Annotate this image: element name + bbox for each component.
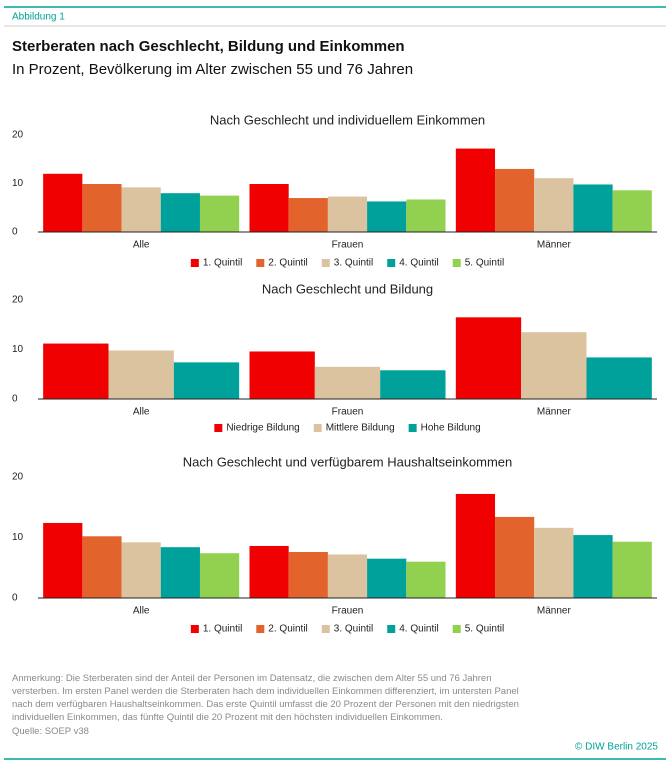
bar — [380, 370, 446, 399]
legend-swatch — [190, 625, 199, 633]
bar — [199, 195, 240, 232]
legend-swatch — [256, 625, 265, 633]
panel-title: Nach Geschlecht und individuellem Einkom… — [210, 112, 485, 127]
legend-label: Mittlere Bildung — [326, 423, 395, 434]
bar — [612, 541, 652, 598]
bar — [521, 332, 587, 399]
legend-swatch — [190, 259, 199, 267]
x-tick-label: Alle — [133, 240, 150, 251]
x-tick-label: Männer — [537, 240, 572, 251]
bar — [534, 527, 574, 598]
figure-label: Abbildung 1 — [12, 12, 65, 23]
bar — [455, 493, 496, 598]
figure-subtitle: In Prozent, Bevölkerung im Alter zwische… — [12, 61, 413, 78]
source: Quelle: SOEP v38 — [12, 726, 89, 737]
bar — [121, 187, 161, 232]
bar — [455, 317, 522, 399]
legend-label: 5. Quintil — [465, 624, 504, 635]
bar — [43, 522, 83, 598]
bar — [327, 196, 368, 232]
legend-swatch — [214, 424, 223, 432]
legend-swatch — [313, 424, 322, 432]
figure-title: Sterberaten nach Geschlecht, Bildung und… — [12, 38, 405, 55]
bar — [43, 343, 109, 399]
y-tick-label: 20 — [12, 472, 24, 483]
legend-label: 3. Quintil — [334, 624, 373, 635]
legend-swatch — [387, 259, 396, 267]
y-tick-label: 0 — [12, 394, 18, 405]
bar — [173, 362, 240, 399]
bar — [160, 547, 200, 598]
legend-label: 2. Quintil — [268, 624, 307, 635]
panel-title: Nach Geschlecht und Bildung — [262, 281, 433, 296]
x-tick-label: Frauen — [332, 240, 364, 251]
legend-label: 5. Quintil — [465, 258, 504, 269]
bar — [82, 536, 122, 598]
legend-swatch — [387, 625, 396, 633]
bar — [367, 201, 407, 232]
bar — [495, 516, 535, 598]
bar — [573, 184, 613, 232]
legend-label: 1. Quintil — [203, 624, 242, 635]
bar — [82, 183, 122, 232]
legend-swatch — [321, 259, 330, 267]
bar — [367, 558, 407, 598]
bar — [160, 193, 200, 232]
y-tick-label: 10 — [12, 532, 24, 543]
bar — [534, 178, 574, 232]
bar — [406, 199, 446, 232]
y-tick-label: 10 — [12, 178, 24, 189]
y-tick-label: 20 — [12, 295, 24, 306]
legend-label: 2. Quintil — [268, 258, 307, 269]
bar — [586, 357, 652, 399]
x-tick-label: Männer — [537, 606, 572, 617]
bar — [573, 535, 613, 598]
y-tick-label: 0 — [12, 593, 18, 604]
x-tick-label: Frauen — [332, 407, 364, 418]
bar — [199, 553, 240, 598]
bar — [121, 542, 161, 598]
bar — [314, 366, 381, 399]
legend-swatch — [256, 259, 265, 267]
bar — [455, 148, 496, 232]
bar — [249, 545, 289, 598]
legend-swatch — [452, 625, 461, 633]
legend-swatch — [408, 424, 417, 432]
legend-swatch — [321, 625, 330, 633]
legend-label: Hohe Bildung — [421, 423, 481, 434]
bar — [43, 173, 83, 232]
bar — [108, 350, 174, 399]
x-tick-label: Frauen — [332, 606, 364, 617]
x-tick-label: Männer — [537, 407, 572, 418]
legend-label: Niedrige Bildung — [226, 423, 299, 434]
legend-label: 4. Quintil — [399, 258, 438, 269]
panel-title: Nach Geschlecht und verfügbarem Haushalt… — [183, 454, 513, 469]
legend-label: 1. Quintil — [203, 258, 242, 269]
y-tick-label: 20 — [12, 130, 24, 141]
y-tick-label: 10 — [12, 344, 24, 355]
bar — [495, 168, 535, 232]
legend-label: 3. Quintil — [334, 258, 373, 269]
bar — [249, 183, 289, 232]
bar — [406, 561, 446, 598]
bar — [288, 552, 328, 598]
legend-swatch — [452, 259, 461, 267]
x-tick-label: Alle — [133, 606, 150, 617]
y-tick-label: 0 — [12, 227, 18, 238]
bar — [288, 198, 328, 232]
bar — [612, 190, 652, 232]
bar — [327, 554, 368, 598]
note: Anmerkung: Die Sterberaten sind der Ante… — [12, 673, 519, 723]
x-tick-label: Alle — [133, 407, 150, 418]
copyright: © DIW Berlin 2025 — [575, 742, 658, 753]
legend-label: 4. Quintil — [399, 624, 438, 635]
bar — [249, 351, 315, 399]
